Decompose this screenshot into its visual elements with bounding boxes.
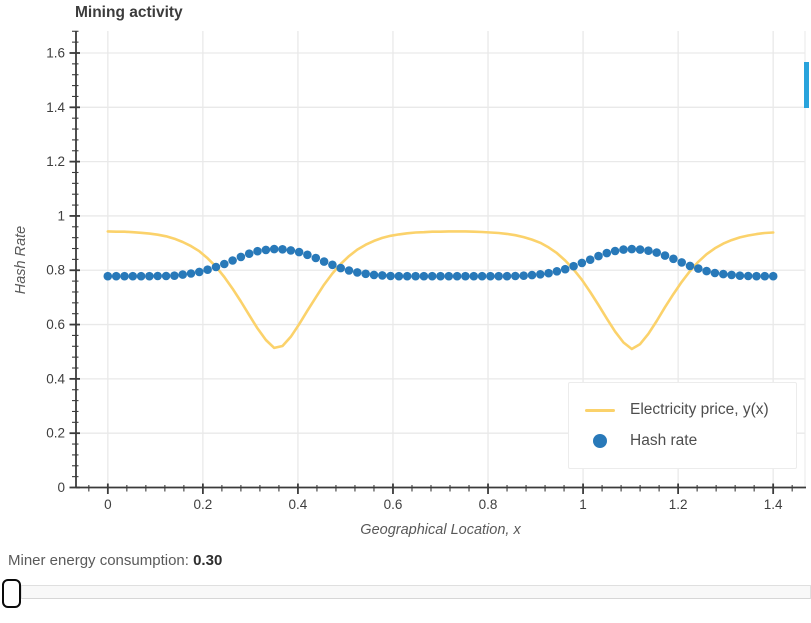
gridlines bbox=[76, 31, 806, 489]
chart-title: Mining activity bbox=[75, 4, 183, 21]
svg-text:1.2: 1.2 bbox=[46, 154, 65, 169]
svg-text:1: 1 bbox=[57, 208, 65, 223]
chart-legend: Electricity price, y(x) Hash rate bbox=[568, 382, 797, 469]
plot-canvas: 0 0.2 0.4 0.6 0.8 1 1.2 1.4 0 0.2 0.4 0.6 0.8 1 1.2 1.4… bbox=[46, 30, 806, 512]
legend-entry-hash-rate: Hash rate bbox=[580, 432, 796, 450]
axis-spines bbox=[75, 31, 806, 489]
electricity-price-line bbox=[106, 230, 775, 351]
legend-label-electricity-price: Electricity price, y(x) bbox=[630, 401, 769, 418]
hash-rate-dots bbox=[103, 244, 778, 281]
svg-text:1: 1 bbox=[579, 497, 587, 512]
svg-text:0.6: 0.6 bbox=[46, 317, 65, 332]
svg-text:0.2: 0.2 bbox=[46, 426, 65, 441]
miner-energy-consumption-label: Miner energy consumption: 0.30 bbox=[8, 552, 222, 569]
svg-text:0.4: 0.4 bbox=[46, 371, 65, 386]
scrollbar-thumb[interactable] bbox=[804, 62, 809, 108]
svg-text:1.6: 1.6 bbox=[46, 45, 65, 60]
energy-consumption-slider-handle[interactable] bbox=[2, 579, 21, 608]
legend-dot-swatch bbox=[593, 434, 607, 448]
svg-text:0.6: 0.6 bbox=[384, 497, 403, 512]
svg-text:1.4: 1.4 bbox=[46, 100, 65, 115]
legend-line-swatch bbox=[585, 408, 615, 412]
svg-text:0: 0 bbox=[57, 480, 65, 495]
svg-text:1.4: 1.4 bbox=[764, 497, 783, 512]
svg-text:1.2: 1.2 bbox=[669, 497, 688, 512]
axis-ticks: 0 0.2 0.4 0.6 0.8 1 1.2 1.4 0 0.2 0.4 0.6 0.8 1 1.2 1.4… bbox=[46, 30, 793, 512]
svg-text:0.4: 0.4 bbox=[289, 497, 308, 512]
x-axis-label: Geographical Location, x bbox=[360, 522, 521, 538]
consumption-value: 0.30 bbox=[193, 552, 223, 569]
y-axis-label: Hash Rate bbox=[13, 225, 29, 295]
mining-activity-chart: 0 0.2 0.4 0.6 0.8 1 1.2 1.4 0 0.2 0.4 0.6 0.8 1 1.2 1.4… bbox=[13, 4, 806, 538]
energy-consumption-slider-track[interactable] bbox=[21, 585, 811, 599]
svg-text:0: 0 bbox=[104, 497, 112, 512]
legend-label-hash-rate: Hash rate bbox=[630, 432, 698, 449]
svg-text:0.8: 0.8 bbox=[46, 263, 65, 278]
svg-text:0.8: 0.8 bbox=[479, 497, 498, 512]
svg-text:0.2: 0.2 bbox=[193, 497, 212, 512]
legend-entry-electricity-price: Electricity price, y(x) bbox=[580, 401, 796, 419]
consumption-label-prefix: Miner energy consumption: bbox=[8, 552, 194, 569]
